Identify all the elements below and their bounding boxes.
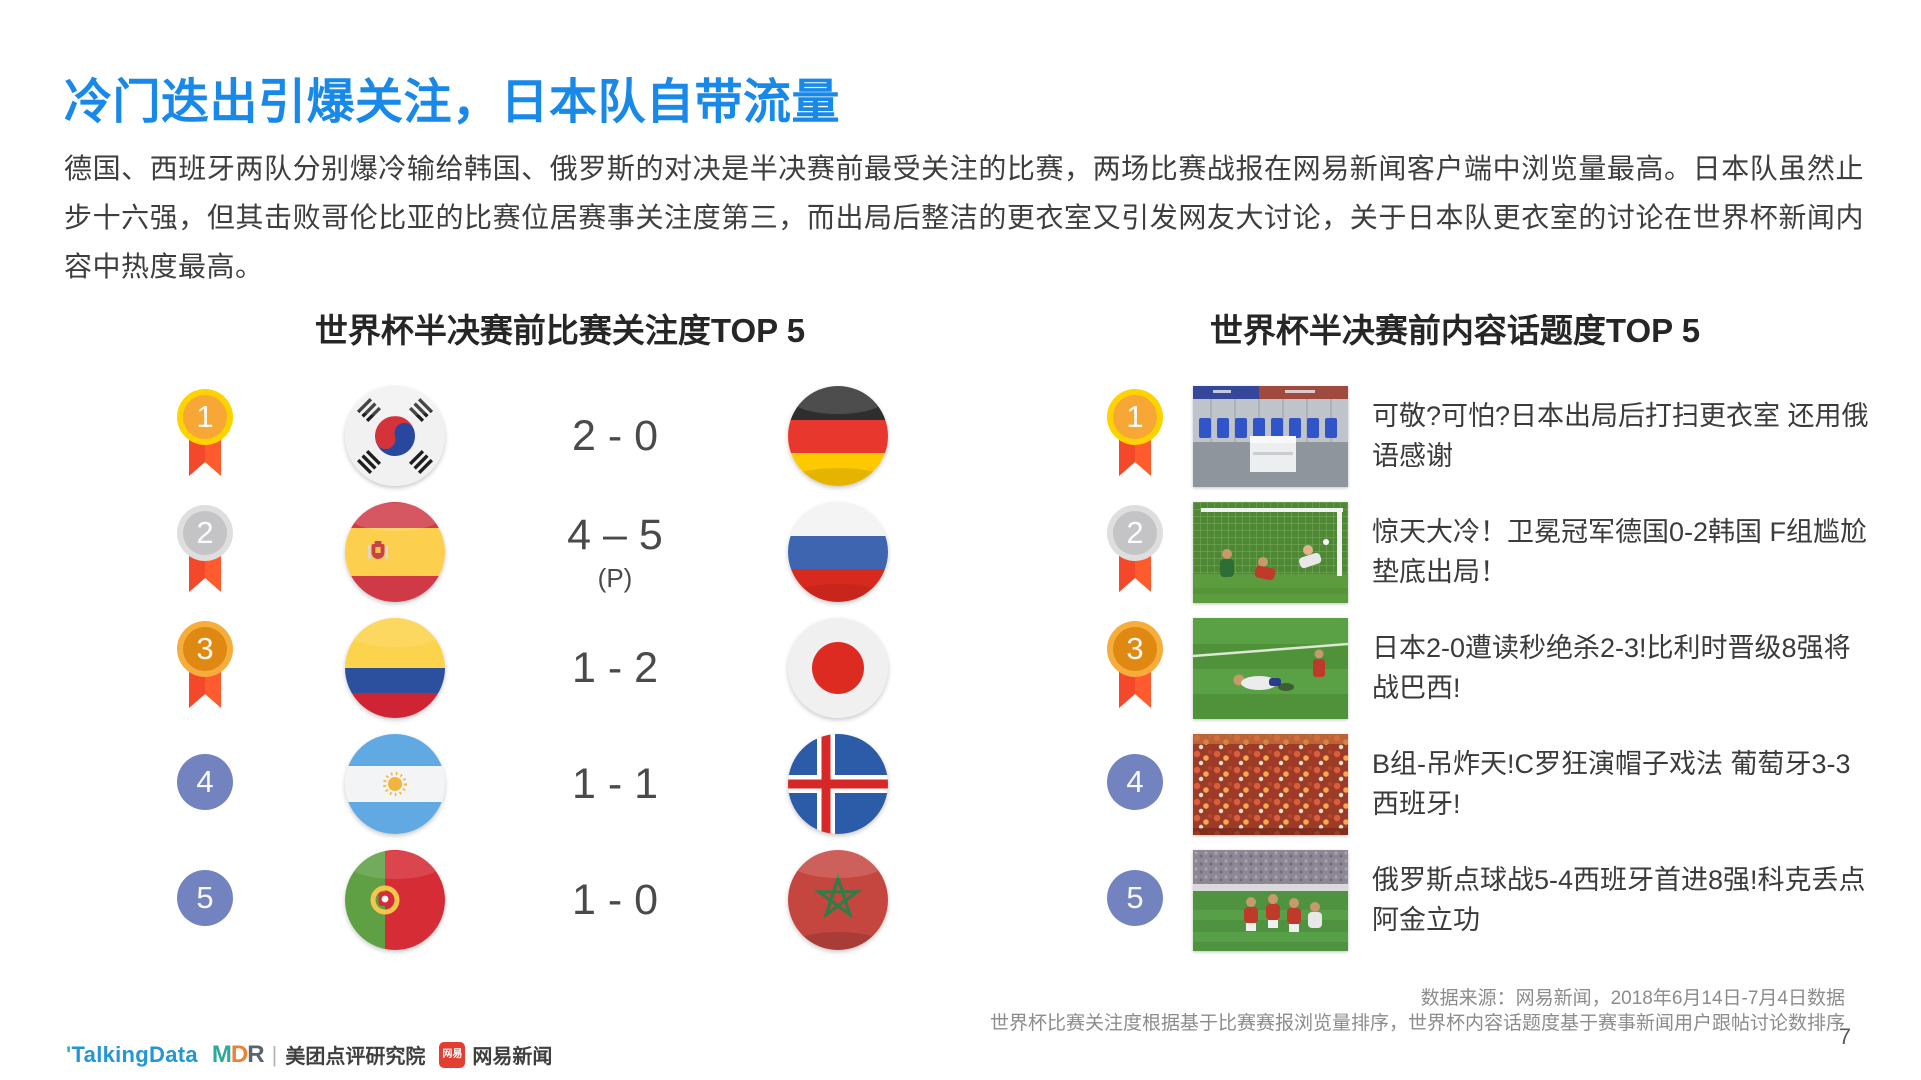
rank-circle-icon: 5 bbox=[1106, 869, 1164, 932]
rank-number: 1 bbox=[1126, 398, 1144, 434]
flag-russia-icon bbox=[788, 502, 888, 602]
rank-circle-icon: 4 bbox=[1106, 753, 1164, 816]
match-score: 2 - 0 bbox=[571, 411, 659, 460]
flag-morocco-icon bbox=[788, 850, 888, 950]
rank-number: 3 bbox=[1126, 630, 1144, 666]
match-row: 2 4 – bbox=[160, 494, 888, 610]
rank-number: 1 bbox=[196, 398, 214, 434]
flag-colombia-icon bbox=[345, 618, 445, 718]
meituan-label: 美团点评研究院 bbox=[285, 1046, 426, 1068]
penalty-note: (P) bbox=[597, 562, 633, 593]
silver-medal-icon: 2 bbox=[176, 504, 234, 601]
news-headline: 可敬?可怕?日本出局后打扫更衣室 还用俄语感谢 bbox=[1372, 401, 1869, 471]
netease-label: 网易新闻 bbox=[472, 1046, 553, 1068]
gold-medal-icon: 1 bbox=[1106, 388, 1164, 485]
brand-logos: 'TalkingData MDR | 美团点评研究院 网易 网易新闻 bbox=[66, 1040, 552, 1069]
news-row: 4 bbox=[1105, 726, 1877, 842]
source-line-1: 数据来源：网易新闻，2018年6月14日-7月4日数据 bbox=[1420, 988, 1845, 1009]
rank-number: 3 bbox=[196, 630, 214, 666]
rank-number: 2 bbox=[196, 514, 214, 550]
japan-belgium-photo bbox=[1193, 617, 1348, 719]
flag-argentina-icon bbox=[345, 734, 445, 834]
flag-spain-icon bbox=[345, 502, 445, 602]
netease-badge-icon: 网易 bbox=[439, 1041, 466, 1068]
page-title: 冷门迭出引爆关注，日本队自带流量 bbox=[64, 76, 841, 129]
match-row: 4 1 - 1 bbox=[160, 726, 888, 842]
talkingdata-mark-icon: ' bbox=[66, 1041, 72, 1067]
rank-number: 5 bbox=[1126, 879, 1144, 915]
match-row: 1 bbox=[160, 378, 888, 494]
fans-crowd-photo bbox=[1193, 733, 1348, 835]
match-ranking-list: 1 bbox=[160, 378, 888, 958]
bronze-medal-icon: 3 bbox=[1106, 620, 1164, 717]
news-headline: 俄罗斯点球战5-4西班牙首进8强!科克丢点阿金立功 bbox=[1372, 865, 1866, 935]
intro-paragraph: 德国、西班牙两队分别爆冷输给韩国、俄罗斯的对决是半决赛前最受关注的比赛，两场比赛… bbox=[64, 153, 1864, 282]
news-headline: B组-吊炸天!C罗狂演帽子戏法 葡萄牙3-3西班牙! bbox=[1372, 749, 1851, 819]
germany-korea-goal-photo bbox=[1193, 501, 1348, 603]
netease-news-logo: 网易 网易新闻 bbox=[439, 1040, 552, 1069]
page-number: 7 bbox=[1838, 1024, 1851, 1049]
rank-number: 4 bbox=[1126, 763, 1144, 799]
flag-iceland-icon bbox=[788, 734, 888, 834]
rank-number: 5 bbox=[196, 879, 214, 915]
bronze-medal-icon: 3 bbox=[176, 620, 234, 717]
news-row: 1 bbox=[1105, 378, 1877, 494]
flag-japan-icon bbox=[788, 618, 888, 718]
russia-celebration-photo bbox=[1193, 849, 1348, 951]
source-line-2: 世界杯比赛关注度根据基于比赛赛报浏览量排序，世界杯内容话题度基于赛事新闻用户跟帖… bbox=[989, 1013, 1845, 1034]
match-row: 5 1 - 0 bbox=[160, 842, 888, 958]
news-headline: 日本2-0遭读秒绝杀2-3!比利时晋级8强将战巴西! bbox=[1372, 633, 1851, 703]
flag-germany-icon bbox=[788, 386, 888, 486]
news-row: 5 bbox=[1105, 842, 1877, 958]
rank-number: 4 bbox=[196, 763, 214, 799]
flag-south-korea-icon bbox=[345, 386, 445, 486]
flag-portugal-icon bbox=[345, 850, 445, 950]
match-row: 3 1 - 2 bbox=[160, 610, 888, 726]
data-source-notes: 数据来源：网易新闻，2018年6月14日-7月4日数据 世界杯比赛关注度根据基于… bbox=[990, 986, 1845, 1036]
rank-circle-icon: 4 bbox=[176, 753, 234, 816]
news-row: 3 日本2-0遭读秒绝杀2-3!比利时晋级8强将战 bbox=[1105, 610, 1877, 726]
match-score: 1 - 1 bbox=[571, 759, 659, 808]
locker-room-photo bbox=[1193, 385, 1348, 487]
rank-circle-icon: 5 bbox=[176, 869, 234, 932]
meituan-dianping-logo: MDR | 美团点评研究院 bbox=[211, 1040, 426, 1069]
silver-medal-icon: 2 bbox=[1106, 504, 1164, 601]
rank-number: 2 bbox=[1126, 514, 1144, 550]
match-score: 1 - 0 bbox=[571, 875, 659, 924]
right-panel-title: 世界杯半决赛前内容话题度TOP 5 bbox=[1209, 312, 1701, 349]
topic-ranking-list: 1 bbox=[1105, 378, 1877, 958]
news-row: 2 惊天大冷！卫冕冠军德 bbox=[1105, 494, 1877, 610]
match-score: 4 – 5 bbox=[567, 510, 663, 559]
talkingdata-logo: 'TalkingData bbox=[66, 1041, 198, 1067]
match-score: 1 - 2 bbox=[571, 643, 659, 692]
news-headline: 惊天大冷！卫冕冠军德国0-2韩国 F组尴尬垫底出局！ bbox=[1372, 517, 1868, 587]
gold-medal-icon: 1 bbox=[176, 388, 234, 485]
left-panel-title: 世界杯半决赛前比赛关注度TOP 5 bbox=[314, 312, 806, 349]
